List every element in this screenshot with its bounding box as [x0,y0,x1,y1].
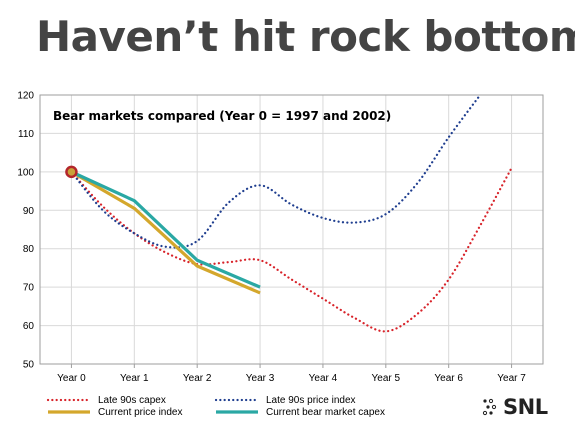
y-tick-label: 70 [23,283,35,294]
legend-item-late90s-price: Late 90s price index [214,394,356,406]
x-tick-label: Year 4 [309,373,338,384]
legend-swatch-late90s-capex [46,398,92,402]
y-tick-label: 100 [17,167,34,178]
legend: Late 90s capex Late 90s price index Curr… [46,394,426,422]
series-line-current-bear-market-capex [70,170,261,289]
x-tick-label: Year 6 [434,373,463,384]
legend-item-current-price: Current price index [46,406,182,418]
x-axis: Year 0 Year 1 Year 2 Year 3 Year 4 Year 5 Year… [57,364,526,384]
x-tick-label: Year 2 [183,373,212,384]
snl-logo-dots-icon [482,398,497,416]
y-tick-label: 90 [23,206,35,217]
legend-item-late90s-capex: Late 90s capex [46,394,166,406]
legend-swatch-current-price [48,410,90,414]
chart-title: Bear markets compared (Year 0 = 1997 and… [53,109,391,123]
snl-logo-text: SNL [503,395,548,419]
y-tick-label: 80 [23,244,35,255]
grid-lines [40,94,543,365]
headline: Haven’t hit rock bottom [36,12,575,61]
x-tick-label: Year 0 [57,373,86,384]
plot-area [39,94,544,365]
series-layer [70,95,513,333]
legend-label: Current bear market capex [266,406,385,418]
y-tick-label: 120 [17,91,34,102]
series-line-current-price-index [70,170,261,295]
legend-label: Current price index [98,406,183,418]
legend-item-current-capex: Current bear market capex [214,406,385,418]
origin-marker [65,165,78,179]
snl-logo: SNL [482,395,548,419]
x-tick-label: Year 3 [246,373,275,384]
x-tick-label: Year 5 [372,373,401,384]
x-tick-label: Year 1 [120,373,149,384]
legend-label: Late 90s price index [266,394,356,406]
y-tick-label: 110 [18,129,34,140]
legend-swatch-late90s-price [214,398,260,402]
series-line-late-90s-price-index [70,95,482,249]
y-tick-label: 50 [23,360,35,371]
legend-swatch-current-capex [216,410,258,414]
series-line-late-90s-capex [70,166,513,333]
legend-label: Late 90s capex [98,394,166,406]
x-tick-label: Year 7 [497,373,526,384]
y-axis: 50 60 70 80 90 100 110 120 [17,91,34,371]
y-tick-label: 60 [23,321,35,332]
